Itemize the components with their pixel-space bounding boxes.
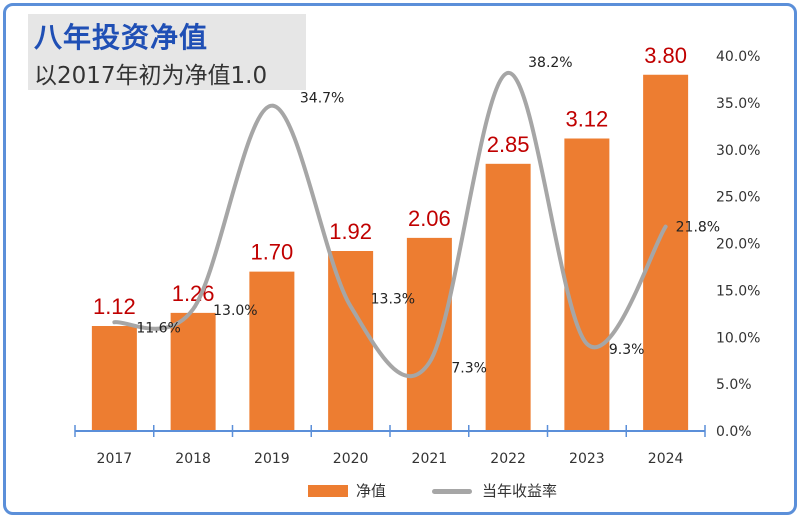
legend-line-label: 当年收益率 <box>482 482 558 500</box>
y-right-tick-label: 15.0% <box>716 283 760 299</box>
bar-2024 <box>643 74 689 431</box>
bar-value-label: 1.92 <box>329 219 372 244</box>
bar-2018 <box>170 312 216 431</box>
x-tick-label: 2022 <box>490 451 526 467</box>
bar-value-label: 3.12 <box>565 107 608 132</box>
x-tick-label: 2023 <box>569 451 605 467</box>
title-box <box>28 14 306 90</box>
line-value-label: 11.6% <box>136 320 180 336</box>
bar-2019 <box>249 271 295 431</box>
legend-bar-swatch <box>308 485 348 497</box>
y-right-tick-label: 25.0% <box>716 190 760 206</box>
y-right-tick-label: 5.0% <box>716 377 752 393</box>
bar-2023 <box>564 138 610 431</box>
bar-value-label: 1.12 <box>93 294 136 319</box>
x-tick-label: 2024 <box>648 451 684 467</box>
bar-value-label: 1.70 <box>250 240 293 265</box>
y-right-tick-label: 20.0% <box>716 237 760 253</box>
return-rate-line <box>112 70 668 379</box>
chart-subtitle: 以2017年初为净值1.0 <box>34 63 268 89</box>
bar-2022 <box>485 163 531 431</box>
x-tick-label: 2021 <box>412 451 448 467</box>
bar-2017 <box>91 326 137 431</box>
y-right-tick-label: 0.0% <box>716 424 752 440</box>
chart-title: 八年投资净值 <box>34 21 209 54</box>
y-right-tick-label: 35.0% <box>716 96 760 112</box>
line-value-label: 21.8% <box>676 220 720 236</box>
bar-value-label: 2.85 <box>487 132 530 157</box>
bar-value-label: 1.26 <box>172 281 215 306</box>
legend-bar-label: 净值 <box>356 482 387 500</box>
line-value-label: 13.0% <box>213 303 257 319</box>
y-right-tick-label: 40.0% <box>716 49 760 65</box>
bar-value-label: 3.80 <box>644 43 687 68</box>
bar-value-label: 2.06 <box>408 206 451 231</box>
line-value-label: 9.3% <box>609 342 645 358</box>
x-tick-label: 2019 <box>254 451 290 467</box>
legend-line-swatch <box>432 489 472 494</box>
bar-2020 <box>328 251 374 431</box>
x-tick-label: 2017 <box>97 451 133 467</box>
line-value-label: 38.2% <box>528 55 572 71</box>
y-right-tick-label: 10.0% <box>716 330 760 346</box>
line-value-label: 13.3% <box>371 291 415 307</box>
y-right-tick-label: 30.0% <box>716 143 760 159</box>
x-tick-label: 2018 <box>175 451 211 467</box>
bar-2021 <box>406 237 452 431</box>
line-value-label: 34.7% <box>300 91 344 107</box>
x-tick-label: 2020 <box>333 451 369 467</box>
line-value-label: 7.3% <box>451 361 487 377</box>
